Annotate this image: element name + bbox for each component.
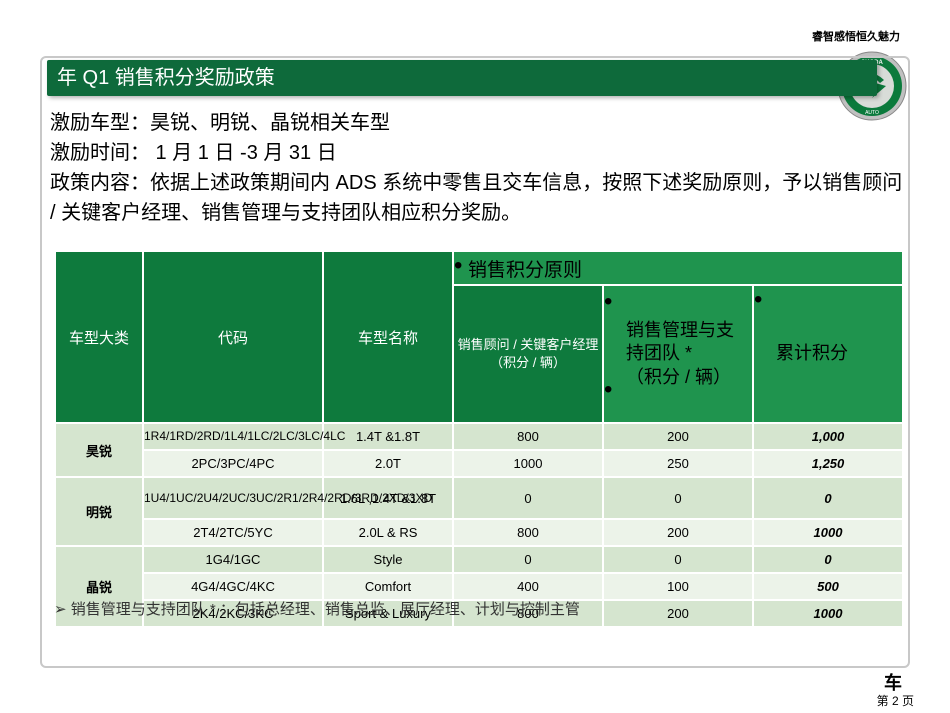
total: 1,000: [753, 423, 903, 450]
total: 0: [753, 546, 903, 573]
total-text: 累计积分: [776, 343, 848, 363]
total: 1000: [753, 519, 903, 546]
pts1: 800: [453, 519, 603, 546]
pts2: 200: [603, 600, 753, 627]
group-haorui: 昊锐: [55, 423, 143, 477]
principle-text: 销售积分原则: [468, 260, 582, 281]
pts1: 0: [453, 477, 603, 519]
model: Comfort: [323, 573, 453, 600]
total: 0: [753, 477, 903, 519]
total: 500: [753, 573, 903, 600]
col-principle: •销售积分原则: [453, 251, 903, 285]
pts2: 100: [603, 573, 753, 600]
col-category: 车型大类: [55, 251, 143, 423]
pts2: 200: [603, 519, 753, 546]
col-support-team: • 销售管理与支持团队 * • （积分 / 辆）: [603, 285, 753, 423]
support-team-a: 销售管理与支持团队 *: [626, 320, 734, 363]
footnote-prefix: ➢: [54, 601, 67, 618]
pts1: 1000: [453, 450, 603, 477]
footnote-text: 销售管理与支持团队 * ：包括总经理、销售总监、展厅经理、计划与控制主管: [71, 601, 580, 618]
col-code: 代码: [143, 251, 323, 423]
code: 2T4/2TC/5YC: [143, 519, 323, 546]
footnote: ➢ 销售管理与支持团队 * ：包括总经理、销售总监、展厅经理、计划与控制主管: [54, 598, 580, 619]
points-table: 车型大类 代码 车型名称 •销售积分原则 销售顾问 / 关键客户经理（积分 / …: [54, 250, 902, 628]
col-model: 车型名称: [323, 251, 453, 423]
pts1: 800: [453, 423, 603, 450]
col-total: •累计积分: [753, 285, 903, 423]
group-mingrui: 明锐: [55, 477, 143, 546]
pts2: 0: [603, 477, 753, 519]
total: 1,250: [753, 450, 903, 477]
page-title: 年 Q1 销售积分奖励政策: [47, 60, 877, 96]
code: 1G4/1GC: [143, 546, 323, 573]
code: 1R4/1RD/2RD/1L4/1LC/2LC/3LC/4LC: [143, 423, 323, 450]
body-line-3: 政策内容：依据上述政策期间内 ADS 系统中零售且交车信息，按照下述奖励原则，予…: [50, 168, 905, 228]
col-consultant: 销售顾问 / 关键客户经理（积分 / 辆）: [453, 285, 603, 423]
pts2: 200: [603, 423, 753, 450]
support-team-b: （积分 / 辆）: [626, 367, 731, 387]
model: 1.6L ,1.4T &1.8T: [323, 477, 453, 519]
model: Style: [323, 546, 453, 573]
code: 4G4/4GC/4KC: [143, 573, 323, 600]
pts1: 0: [453, 546, 603, 573]
pts2: 250: [603, 450, 753, 477]
pts2: 0: [603, 546, 753, 573]
body-line-2: 激励时间： 1 月 1 日 -3 月 31 日: [50, 138, 905, 168]
policy-description: 激励车型：昊锐、明锐、晶锐相关车型 激励时间： 1 月 1 日 -3 月 31 …: [50, 108, 905, 228]
model: 2.0L & RS: [323, 519, 453, 546]
model: 2.0T: [323, 450, 453, 477]
body-line-1: 激励车型：昊锐、明锐、晶锐相关车型: [50, 108, 905, 138]
total: 1000: [753, 600, 903, 627]
pts1: 400: [453, 573, 603, 600]
tagline: 睿智感悟恒久魅力: [812, 28, 900, 44]
footer-page-number: 第 2 页: [877, 692, 914, 709]
code: 1U4/1UC/2U4/2UC/3UC/2R1/2R4/2RD/3RD/2XD/…: [143, 477, 323, 519]
code: 2PC/3PC/4PC: [143, 450, 323, 477]
